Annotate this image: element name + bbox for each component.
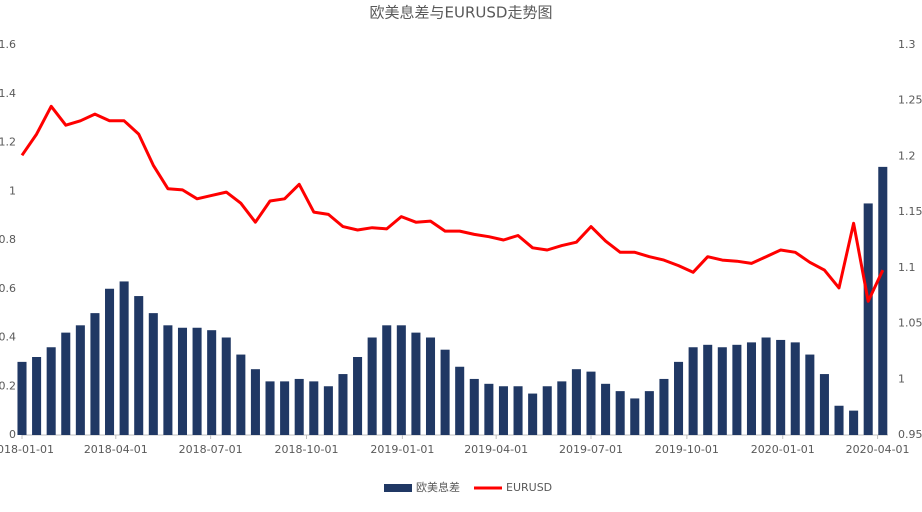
y-tick-label: 0.4 (0, 331, 16, 344)
x-tick-label: 2018-10-01 (275, 443, 339, 456)
line (20, 104, 885, 303)
bar (703, 344, 713, 435)
legend-label: 欧美息差 (416, 480, 460, 494)
y2-tick-label: 1.15 (898, 205, 922, 218)
bar (440, 349, 450, 435)
bar (776, 339, 786, 435)
y-tick-label: 1.6 (0, 38, 16, 51)
bar (469, 378, 479, 435)
x-tick-label: 2020-04-01 (846, 443, 910, 456)
bar (761, 337, 771, 435)
bar (717, 347, 727, 435)
bar (309, 381, 319, 435)
bar (746, 342, 757, 435)
bar (630, 398, 640, 435)
y2-tick-label: 0.95 (898, 428, 922, 441)
bar (571, 369, 581, 435)
bar (32, 357, 42, 435)
y2-tick-label: 1.3 (898, 38, 916, 51)
bar (280, 381, 290, 435)
bar (484, 383, 494, 435)
y-tick-label: 1 (9, 184, 16, 197)
bar (323, 386, 333, 435)
bar (250, 369, 260, 435)
bar (644, 391, 654, 435)
bar (849, 410, 859, 435)
bar (498, 386, 508, 435)
y2-tick-label: 1.1 (898, 261, 916, 274)
bar (177, 327, 188, 435)
bar (105, 288, 115, 435)
bar (863, 203, 873, 435)
chart-title: 欧美息差与EURUSD走势图 (370, 4, 553, 22)
bar (192, 327, 202, 435)
bar (221, 337, 231, 435)
bar (75, 325, 85, 435)
y2-tick-label: 1.2 (898, 149, 916, 162)
bar (455, 366, 465, 435)
y-tick-label: 1.2 (0, 136, 16, 149)
bar (265, 381, 275, 435)
bar (367, 337, 377, 435)
x-tick-label: 2019-10-01 (655, 443, 719, 456)
x-tick-label: 2019-07-01 (559, 443, 623, 456)
bar (659, 378, 669, 435)
bar (834, 405, 844, 435)
x-tick-label: 2018-04-01 (84, 443, 148, 456)
bar (207, 330, 217, 435)
x-tick-label: 2019-04-01 (464, 443, 528, 456)
bar (396, 325, 406, 435)
bar (557, 381, 567, 435)
bar (148, 313, 158, 435)
bar (411, 332, 421, 435)
bar (615, 391, 625, 435)
bar (586, 371, 596, 435)
x-tick-label: 2020-01-01 (751, 443, 815, 456)
x-tick-label: 2018-07-01 (179, 443, 243, 456)
bar (338, 374, 348, 435)
bar (805, 354, 815, 435)
bar (236, 354, 246, 435)
bar (688, 347, 698, 435)
bar (382, 325, 392, 435)
y-tick-label: 0 (9, 428, 16, 441)
bar (134, 296, 144, 435)
y-tick-label: 0.2 (0, 379, 16, 392)
bar (819, 374, 829, 435)
bar (513, 386, 523, 435)
bar (674, 361, 684, 435)
y-tick-label: 0.8 (0, 233, 16, 246)
bar (353, 357, 363, 435)
legend-label: EURUSD (506, 481, 552, 494)
bar (46, 347, 56, 435)
bar (17, 361, 27, 435)
bar (528, 393, 538, 435)
bar (542, 386, 552, 435)
y2-tick-label: 1.05 (898, 317, 922, 330)
x-tick-label: 2019-01-01 (370, 443, 434, 456)
bar (601, 383, 611, 435)
x-tick-label: 2018-01-01 (0, 443, 54, 456)
bar (163, 325, 173, 435)
y2-tick-label: 1 (898, 372, 905, 385)
bar (878, 166, 888, 435)
legend-swatch (384, 484, 412, 492)
y-tick-label: 0.6 (0, 282, 16, 295)
bar (732, 344, 742, 435)
y2-tick-label: 1.25 (898, 94, 922, 107)
bar (90, 313, 100, 435)
bar (294, 378, 304, 435)
bar (425, 337, 436, 435)
bar (119, 281, 129, 435)
y-tick-label: 1.4 (0, 87, 16, 100)
bar (61, 332, 71, 435)
bar (790, 342, 800, 435)
